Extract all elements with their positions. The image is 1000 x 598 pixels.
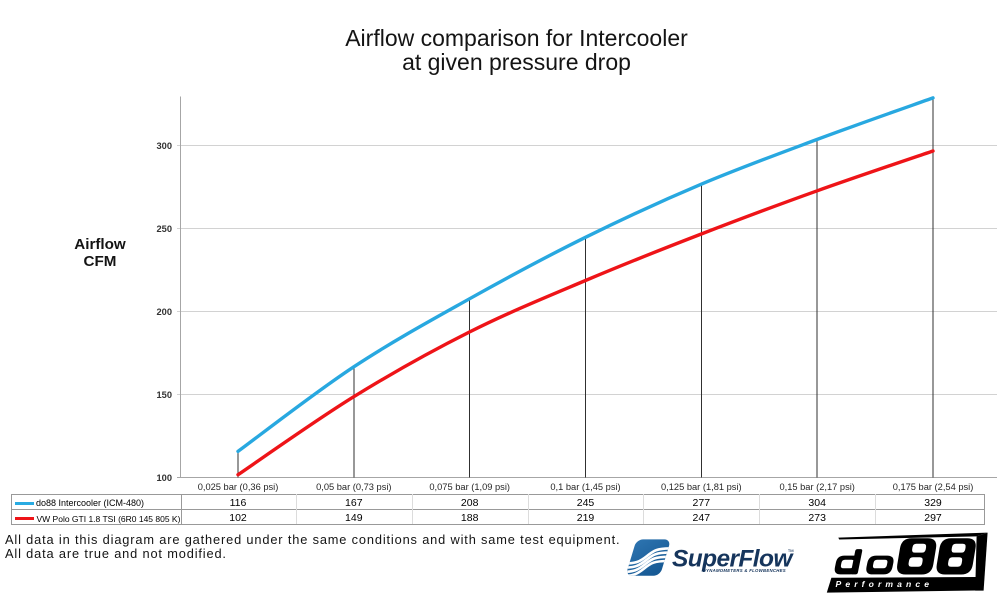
svg-text:SuperFlow: SuperFlow	[672, 546, 794, 573]
svg-text:™: ™	[788, 549, 795, 556]
svg-text:DYNAMOMETERS & FLOWBENCHES: DYNAMOMETERS & FLOWBENCHES	[703, 568, 786, 573]
svg-text:Performance: Performance	[836, 579, 934, 589]
